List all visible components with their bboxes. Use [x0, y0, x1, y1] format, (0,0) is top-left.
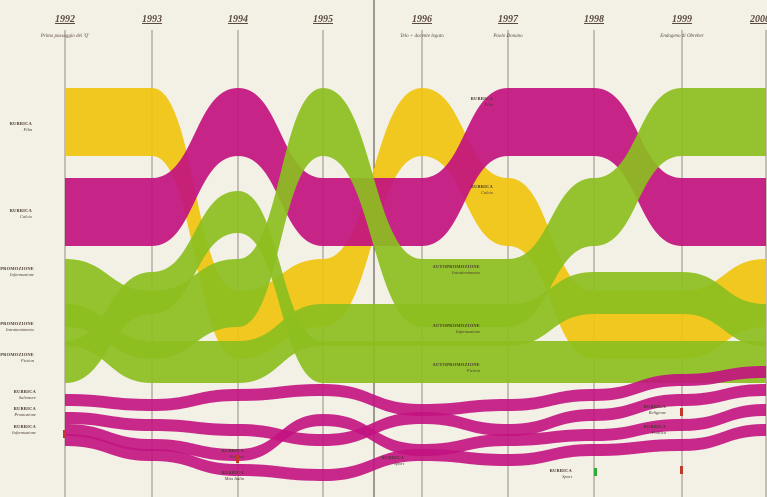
label-7-category: RUBRICA — [14, 406, 37, 411]
label-6-topic: Salvatore — [19, 395, 36, 400]
year-label-1999: 1999 — [672, 14, 692, 25]
label-4-category: AUTOPROMOZIONE — [0, 321, 34, 326]
label-2-topic: Calcio — [20, 214, 33, 219]
label-16-topic: Sport — [394, 461, 405, 466]
label-17-topic: Sport — [562, 474, 573, 479]
year-note-1997: Paolo Donano — [492, 34, 523, 39]
year-label-1993: 1993 — [142, 14, 162, 25]
label-15-topic: Fiction — [466, 368, 481, 373]
marker-1 — [63, 430, 66, 438]
label-16-category: RUBRICA — [382, 455, 405, 460]
label-10-category: RUBRICA — [222, 470, 245, 475]
stream-5 — [65, 191, 766, 383]
label-5-topic: Fiction — [20, 358, 35, 363]
label-3-category: AUTOPROMOZIONE — [0, 266, 34, 271]
bottom-ribbons — [65, 366, 766, 481]
year-note-1996: Telo + docente legato — [400, 34, 444, 39]
label-4-topic: Intrattenimento — [5, 327, 35, 332]
label-12-category: RUBRICA — [471, 184, 494, 189]
marker-2 — [236, 455, 239, 463]
label-13-topic: Intrattenimento — [451, 270, 481, 275]
label-14-topic: Informazione — [455, 329, 480, 334]
label-10-topic: Miss Italia — [224, 476, 245, 481]
label-18-topic: Religione — [648, 410, 666, 415]
stream-3 — [65, 88, 766, 359]
label-8-category: RUBRICA — [14, 424, 37, 429]
year-label-1992: 1992 — [55, 14, 75, 25]
marker-3 — [680, 408, 683, 416]
label-11-topic: Film — [484, 102, 494, 107]
label-8-topic: Informazione — [11, 430, 36, 435]
marker-5 — [594, 468, 597, 476]
label-9-category: RUBRICA — [222, 448, 245, 453]
year-label-1994: 1994 — [228, 14, 248, 25]
year-label-1996: 1996 — [412, 14, 432, 25]
label-18-category: RUBRICA — [644, 404, 667, 409]
label-15-category: AUTOPROMOZIONE — [433, 362, 480, 367]
label-17-category: RUBRICA — [550, 468, 573, 473]
label-19-topic: Politica — [651, 430, 667, 435]
label-12-topic: Calcio — [481, 190, 494, 195]
year-label-2000: 2000 — [749, 14, 767, 25]
year-label-1995: 1995 — [313, 14, 333, 25]
streams — [65, 88, 766, 383]
label-1-topic: Film — [23, 127, 33, 132]
stream-2 — [65, 88, 766, 246]
label-1-category: RUBRICA — [10, 121, 33, 126]
label-2-category: RUBRICA — [10, 208, 33, 213]
year-note-1999: Endogeno di Obreber — [659, 34, 703, 39]
year-note-1992: Primo passaggio dei 'Q' — [40, 34, 90, 39]
stream-4 — [65, 272, 766, 383]
label-13-category: AUTOPROMOZIONE — [433, 264, 480, 269]
label-7-topic: Promozione — [13, 412, 36, 417]
ribbon-2 — [65, 384, 766, 446]
label-5-category: AUTOPROMOZIONE — [0, 352, 34, 357]
label-19-category: RUBRICA — [644, 424, 667, 429]
year-label-1997: 1997 — [498, 14, 519, 25]
ribbon-4 — [65, 424, 766, 481]
year-label-1998: 1998 — [584, 14, 604, 25]
label-6-category: RUBRICA — [14, 389, 37, 394]
label-14-category: AUTOPROMOZIONE — [433, 323, 480, 328]
label-3-topic: Informazione — [9, 272, 34, 277]
label-11-category: RUBRICA — [471, 96, 494, 101]
ribbon-1 — [65, 366, 766, 416]
marker-4 — [680, 466, 683, 474]
